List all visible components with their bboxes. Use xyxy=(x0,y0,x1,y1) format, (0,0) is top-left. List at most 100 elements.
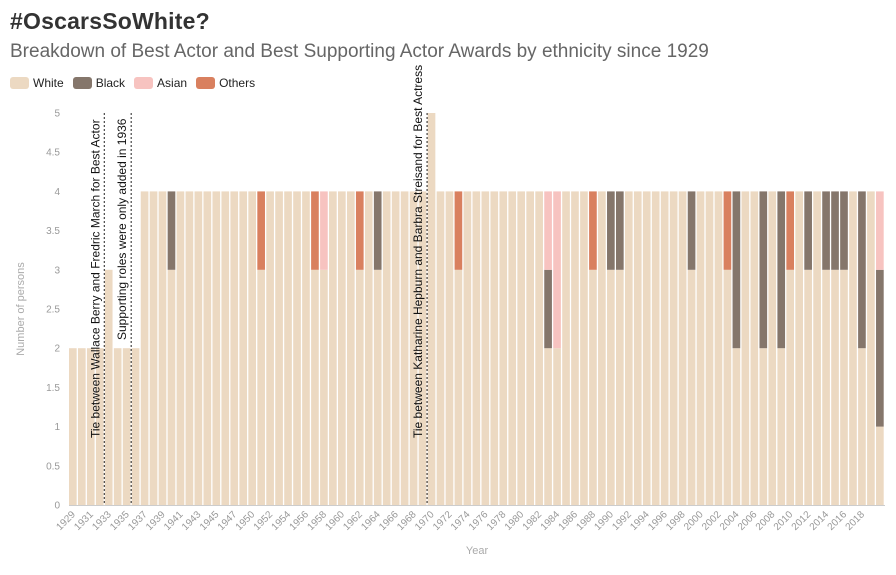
bar-segment-white[interactable] xyxy=(822,269,830,505)
bar-segment-white[interactable] xyxy=(714,191,723,505)
legend-item-others[interactable]: Others xyxy=(196,76,255,90)
bar-segment-white[interactable] xyxy=(723,269,732,505)
bar-segment-white[interactable] xyxy=(427,113,436,505)
bar-segment-white[interactable] xyxy=(840,269,848,505)
bar-segment-white[interactable] xyxy=(248,191,257,505)
bar-segment-white[interactable] xyxy=(409,191,418,505)
bar-segment-white[interactable] xyxy=(804,269,812,505)
bar-segment-others[interactable] xyxy=(311,191,319,270)
bar-segment-black[interactable] xyxy=(759,191,768,349)
bar-segment-white[interactable] xyxy=(463,191,472,505)
bar-segment-white[interactable] xyxy=(266,191,274,505)
bar-segment-others[interactable] xyxy=(589,191,597,270)
bar-segment-white[interactable] xyxy=(86,348,95,505)
bar-segment-white[interactable] xyxy=(113,348,122,505)
bar-segment-white[interactable] xyxy=(732,348,741,505)
bar-segment-white[interactable] xyxy=(158,191,167,505)
bar-segment-white[interactable] xyxy=(346,191,355,505)
bar-segment-white[interactable] xyxy=(795,191,803,505)
bar-segment-white[interactable] xyxy=(239,191,248,505)
bar-segment-white[interactable] xyxy=(633,191,642,505)
bar-segment-black[interactable] xyxy=(544,269,552,349)
bar-segment-white[interactable] xyxy=(131,348,140,505)
bar-segment-others[interactable] xyxy=(723,191,732,270)
bar-segment-white[interactable] xyxy=(499,191,508,505)
bar-segment-black[interactable] xyxy=(607,191,615,270)
bar-segment-white[interactable] xyxy=(185,191,194,505)
bar-segment-white[interactable] xyxy=(320,269,328,505)
bar-segment-others[interactable] xyxy=(257,191,265,270)
bar-segment-white[interactable] xyxy=(858,348,866,505)
bar-segment-white[interactable] xyxy=(580,191,588,505)
bar-segment-asian[interactable] xyxy=(544,191,552,270)
bar-segment-white[interactable] xyxy=(660,191,669,505)
bar-segment-white[interactable] xyxy=(69,348,77,505)
bar-segment-black[interactable] xyxy=(858,191,866,349)
bar-segment-black[interactable] xyxy=(732,191,741,349)
bar-segment-white[interactable] xyxy=(445,191,454,505)
bar-segment-white[interactable] xyxy=(364,191,373,505)
bar-segment-white[interactable] xyxy=(391,191,400,505)
bar-segment-white[interactable] xyxy=(221,191,230,505)
bar-segment-white[interactable] xyxy=(553,348,561,505)
bar-segment-others[interactable] xyxy=(786,191,795,270)
bar-segment-white[interactable] xyxy=(642,191,651,505)
bar-segment-white[interactable] xyxy=(768,191,777,505)
legend-item-asian[interactable]: Asian xyxy=(134,76,187,90)
bar-segment-white[interactable] xyxy=(490,191,499,505)
bar-segment-white[interactable] xyxy=(212,191,221,505)
bar-segment-white[interactable] xyxy=(436,191,445,505)
bar-segment-white[interactable] xyxy=(759,348,768,505)
bar-segment-white[interactable] xyxy=(696,191,705,505)
bar-segment-white[interactable] xyxy=(338,191,346,505)
bar-segment-asian[interactable] xyxy=(320,191,328,270)
bar-segment-black[interactable] xyxy=(831,191,839,270)
bar-segment-white[interactable] xyxy=(454,269,463,505)
bar-segment-white[interactable] xyxy=(678,191,687,505)
bar-segment-others[interactable] xyxy=(454,191,463,270)
bar-segment-white[interactable] xyxy=(284,191,292,505)
bar-segment-white[interactable] xyxy=(194,191,203,505)
bar-segment-white[interactable] xyxy=(472,191,481,505)
bar-segment-black[interactable] xyxy=(615,191,624,270)
bar-segment-white[interactable] xyxy=(786,269,795,505)
bar-segment-black[interactable] xyxy=(840,191,848,270)
bar-segment-white[interactable] xyxy=(535,191,543,505)
bar-segment-white[interactable] xyxy=(831,269,839,505)
bar-segment-white[interactable] xyxy=(140,191,149,505)
bar-segment-black[interactable] xyxy=(687,191,696,270)
bar-segment-white[interactable] xyxy=(418,191,427,505)
bar-segment-white[interactable] xyxy=(400,191,409,505)
bar-segment-white[interactable] xyxy=(302,191,310,505)
bar-segment-white[interactable] xyxy=(750,191,759,505)
bar-segment-white[interactable] xyxy=(867,191,875,505)
bar-segment-white[interactable] xyxy=(104,269,113,505)
bar-segment-white[interactable] xyxy=(329,191,337,505)
bar-segment-white[interactable] xyxy=(526,191,534,505)
bar-segment-white[interactable] xyxy=(705,191,714,505)
bar-segment-white[interactable] xyxy=(589,269,597,505)
bar-segment-white[interactable] xyxy=(293,191,301,505)
bar-segment-white[interactable] xyxy=(562,191,570,505)
bar-segment-white[interactable] xyxy=(624,191,633,505)
bar-segment-white[interactable] xyxy=(167,269,176,505)
bar-segment-white[interactable] xyxy=(687,269,696,505)
bar-segment-white[interactable] xyxy=(203,191,212,505)
bar-segment-white[interactable] xyxy=(508,191,517,505)
bar-segment-black[interactable] xyxy=(804,191,812,270)
bar-segment-black[interactable] xyxy=(167,191,176,270)
bar-segment-white[interactable] xyxy=(311,269,319,505)
bar-segment-white[interactable] xyxy=(598,191,606,505)
bar-segment-white[interactable] xyxy=(176,191,185,505)
bar-segment-white[interactable] xyxy=(544,348,552,505)
bar-segment-asian[interactable] xyxy=(553,191,561,349)
legend-item-white[interactable]: White xyxy=(10,76,64,90)
bar-segment-white[interactable] xyxy=(257,269,265,505)
bar-segment-white[interactable] xyxy=(382,191,391,505)
bar-segment-black[interactable] xyxy=(822,191,830,270)
bar-segment-white[interactable] xyxy=(741,191,750,505)
bar-segment-white[interactable] xyxy=(615,269,624,505)
bar-segment-white[interactable] xyxy=(373,269,382,505)
bar-segment-white[interactable] xyxy=(777,348,786,505)
bar-segment-white[interactable] xyxy=(149,191,158,505)
